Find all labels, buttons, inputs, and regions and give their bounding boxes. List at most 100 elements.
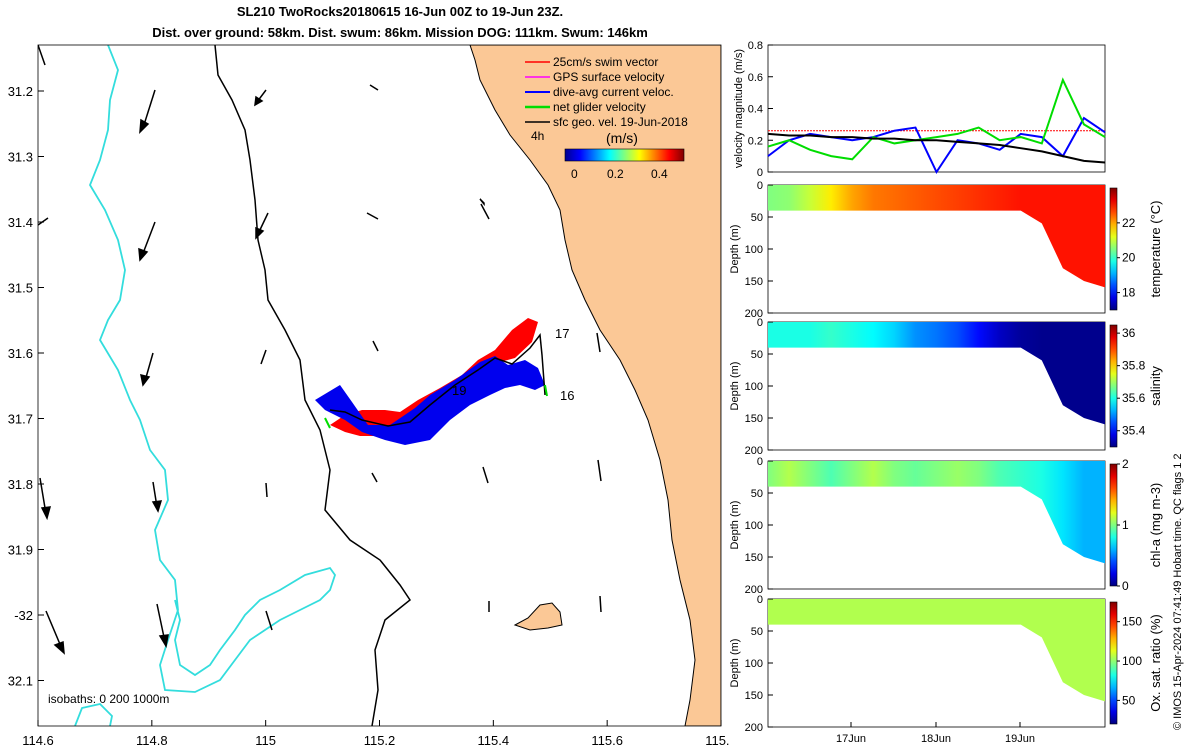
isobath-1000m	[88, 45, 336, 693]
colorbar-tick-label: 2	[1122, 457, 1129, 471]
colorbar-unit: (m/s)	[606, 130, 638, 146]
map-y-ticks: 31.2 31.3 31.4 31.5 31.6 31.7 31.8 31.9 -32 32.1	[8, 84, 44, 689]
section-ylabel: Depth (m)	[730, 362, 741, 411]
colorbar-tick-label: 35.4	[1122, 424, 1146, 438]
credit-text: © IMOS 15-Apr-2024 07:41:49 Hobart time.…	[1172, 453, 1184, 730]
section-ytick-label: 0	[757, 317, 763, 329]
section-ytick-label: 150	[745, 690, 763, 702]
legend-geo: sfc geo. vel. 19-Jun-2018	[553, 115, 688, 129]
colorbar-tick-label: 100	[1122, 654, 1142, 668]
colorbar-label: Ox. sat. ratio (%)	[1148, 614, 1163, 712]
map-xtick-label: 114.8	[136, 733, 168, 748]
map-ytick-label: 31.2	[8, 84, 33, 99]
day-label-17: 17	[555, 326, 569, 341]
colorbar-tick-label: 35.8	[1122, 359, 1146, 373]
section-ytick-label: 150	[745, 413, 763, 425]
colorbar-tick-label: 150	[1122, 615, 1142, 629]
section-ytick-label: 50	[751, 488, 763, 500]
map-x-ticks: 114.6 114.8 115 115.2 115.4 115.6 115.8	[22, 720, 730, 748]
legend-net: net glider velocity	[553, 100, 646, 114]
day-label-19: 19	[452, 383, 466, 398]
map-ytick-label: 31.7	[8, 412, 33, 427]
section-colorbar	[1109, 463, 1118, 587]
colorbar-tick-2: 0.4	[651, 167, 668, 181]
legend-time: 4h	[531, 129, 544, 143]
isobaths-label: isobaths: 0 200 1000m	[48, 692, 169, 706]
chl-section: 0 50 100 150 200 Depth (m) 0 1 2 chl-a (mg m-3)	[730, 456, 1163, 596]
section-ytick-label: 200	[745, 445, 763, 457]
section-ytick-label: 50	[751, 626, 763, 638]
isobath-1000m-lower	[74, 703, 113, 726]
section-data-fill	[768, 322, 1105, 425]
velocity-ytick-label: 0	[757, 167, 763, 179]
colorbar-label: salinity	[1148, 366, 1163, 406]
colorbar-tick-label: 22	[1122, 216, 1136, 230]
section-ytick-label: 100	[745, 244, 763, 256]
oxygen-section: 0 50 100 150 200 Depth (m) 50 100 150 Ox. sat. ra…	[730, 594, 1163, 734]
section-ytick-label: 0	[757, 594, 763, 606]
colorbar-tick-label: 20	[1122, 251, 1136, 265]
section-ytick-label: 0	[757, 456, 763, 468]
title-line-1: SL210 TwoRocks20180615 16-Jun 00Z to 19-…	[236, 4, 564, 19]
velocity-ytick-label: 0.4	[748, 104, 763, 116]
day-label-16: 16	[560, 388, 574, 403]
map-xtick-label: 115.8	[705, 733, 730, 748]
section-colorbar	[1109, 324, 1118, 448]
section-ylabel: Depth (m)	[730, 501, 741, 550]
section-ytick-label: 200	[745, 584, 763, 596]
colorbar-tick-label: 50	[1122, 693, 1136, 707]
section-data-fill	[768, 185, 1105, 288]
geo-velocity-arrows	[39, 84, 602, 655]
colorbar-tick-label: 18	[1122, 286, 1136, 300]
velocity-series-net-glider	[767, 77, 1106, 161]
salinity-section: 0 50 100 150 200 Depth (m) 35.4 35.6 35.8 36 salin…	[730, 317, 1163, 457]
map-ytick-label: 31.5	[8, 281, 33, 296]
velocity-series-sfc-geo	[767, 132, 1106, 164]
colorbar-label: chl-a (mg m-3)	[1148, 483, 1163, 568]
colorbar-label: temperature (°C)	[1148, 201, 1163, 298]
map-ytick-label: 32.1	[8, 674, 33, 689]
section-ytick-label: 200	[745, 308, 763, 320]
colorbar-tick-1: 0.2	[607, 167, 624, 181]
map-xtick-label: 115.4	[478, 733, 510, 748]
legend-swim: 25cm/s swim vector	[553, 55, 658, 69]
map-xtick-label: 115.2	[364, 733, 396, 748]
legend-gps: GPS surface velocity	[553, 70, 664, 84]
section-ytick-label: 50	[751, 212, 763, 224]
section-data-fill	[768, 599, 1105, 702]
velocity-ytick-label: 0.8	[748, 40, 763, 52]
velocity-ytick-label: 0.6	[748, 72, 763, 84]
map-ytick-label: 31.6	[8, 346, 33, 361]
section-ytick-label: 0	[757, 180, 763, 192]
track-swim-red	[330, 318, 538, 436]
temperature-section: 0 50 100 150 200 Depth (m) 18 20 22 temperature (…	[730, 180, 1163, 320]
time-axis: 17Jun 18Jun 19Jun	[836, 722, 1035, 745]
track-line	[329, 333, 546, 427]
velocity-ylabel: velocity magnitude (m/s)	[733, 49, 745, 168]
track-current-blue	[315, 356, 545, 445]
colorbar-tick-label: 35.6	[1122, 391, 1146, 405]
colorbar-tick-label: 1	[1122, 518, 1129, 532]
velocity-ytick-label: 0.2	[748, 135, 763, 147]
section-ylabel: Depth (m)	[730, 639, 741, 688]
colorbar-tick-0: 0	[571, 167, 578, 181]
section-data-fill	[768, 461, 1105, 564]
section-ytick-label: 100	[745, 658, 763, 670]
section-ytick-label: 200	[745, 722, 763, 734]
legend-current: dive-avg current veloc.	[553, 85, 674, 99]
map-ytick-label: -32	[14, 608, 33, 623]
section-ytick-label: 50	[751, 349, 763, 361]
map-ytick-label: 31.4	[8, 215, 33, 230]
colorbar-tick-label: 0	[1122, 579, 1129, 593]
section-ytick-label: 100	[745, 520, 763, 532]
section-colorbar	[1109, 601, 1118, 725]
section-ytick-label: 100	[745, 381, 763, 393]
map-ytick-label: 31.3	[8, 150, 33, 165]
title-line-2: Dist. over ground: 58km. Dist. swum: 86k…	[152, 25, 648, 40]
section-ytick-label: 150	[745, 552, 763, 564]
section-ytick-label: 150	[745, 276, 763, 288]
map-xtick-label: 115.6	[591, 733, 623, 748]
